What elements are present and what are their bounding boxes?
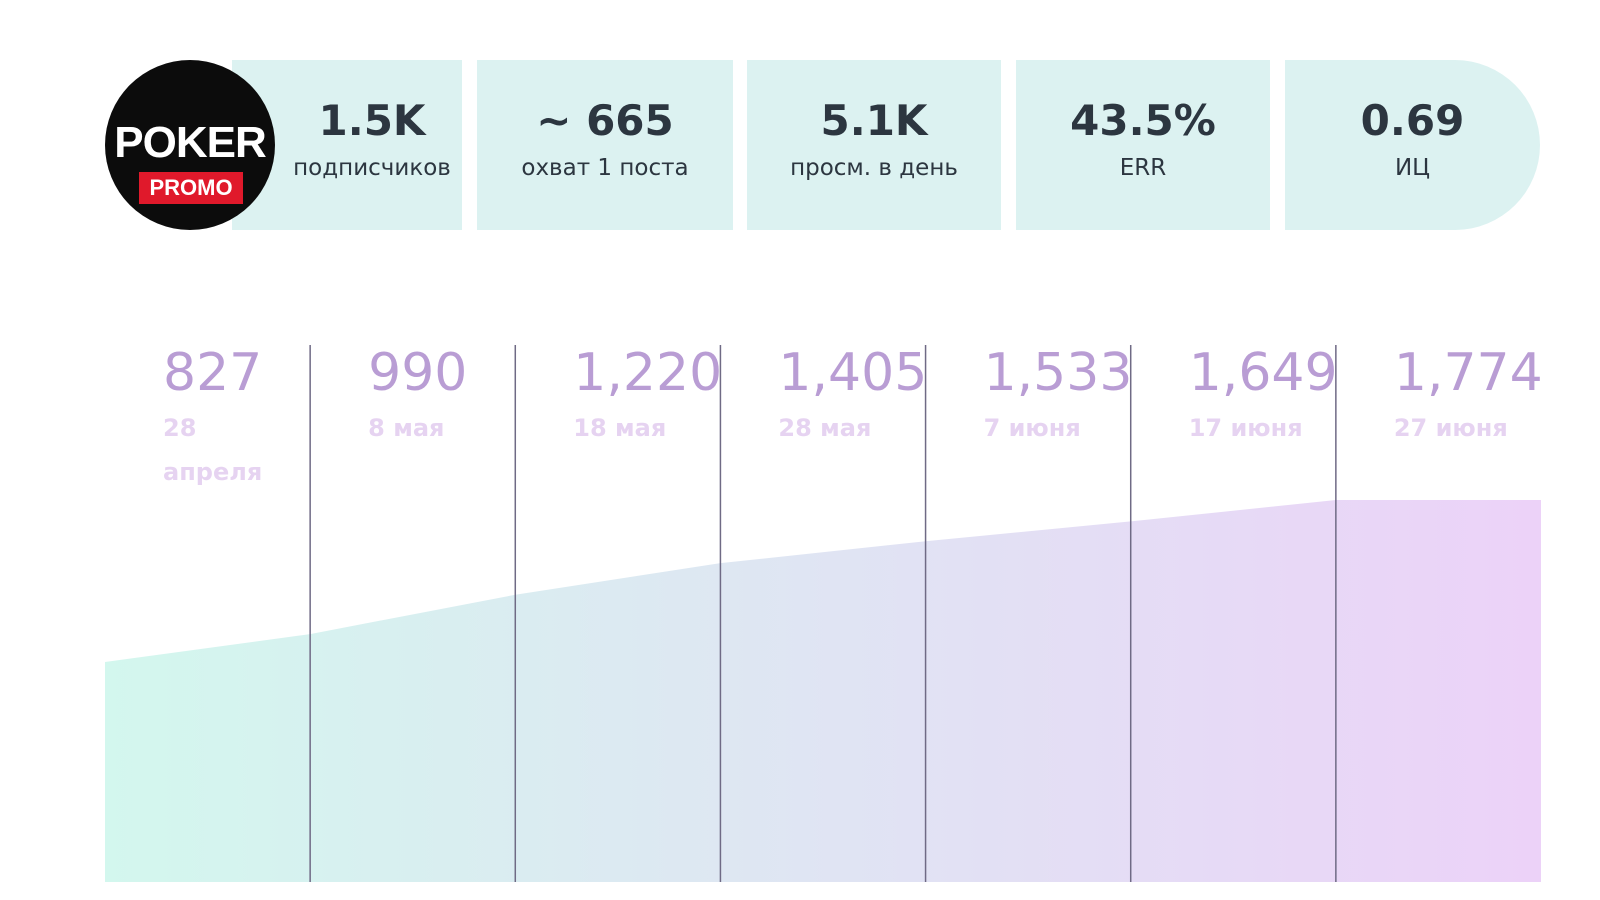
- stat-card: 43.5% ERR: [1016, 60, 1270, 230]
- stat-label: ERR: [1119, 155, 1167, 181]
- value-label: 827: [163, 343, 262, 403]
- date-label: 18 мая: [573, 414, 666, 442]
- logo-badge: PROMO: [139, 172, 243, 204]
- stat-value: 43.5%: [1070, 96, 1216, 145]
- logo-text: POKER: [114, 118, 266, 167]
- value-label: 1,533: [984, 343, 1133, 403]
- date-label: 17 июня: [1189, 414, 1303, 442]
- stat-card: 5.1K просм. в день: [747, 60, 1001, 230]
- stat-value: 5.1K: [820, 96, 928, 145]
- value-label: 1,649: [1189, 343, 1338, 403]
- stat-label: ИЦ: [1394, 155, 1431, 181]
- stat-value: ~ 665: [536, 96, 674, 145]
- stat-value: 1.5K: [318, 96, 426, 145]
- channel-logo: POKER PROMO: [105, 60, 275, 230]
- stat-label: подписчиков: [293, 155, 451, 181]
- date-label: 8 мая: [368, 414, 444, 442]
- value-label: 990: [368, 343, 467, 403]
- value-label: 1,220: [573, 343, 722, 403]
- value-label: 1,405: [778, 343, 927, 403]
- value-label: 1,774: [1394, 343, 1543, 403]
- stat-label: охват 1 поста: [521, 155, 689, 181]
- area: [105, 500, 1541, 882]
- stat-label: просм. в день: [790, 155, 958, 181]
- date-label: 7 июня: [984, 414, 1081, 442]
- date-label: 28 мая: [778, 414, 871, 442]
- stat-card: 0.69 ИЦ: [1285, 60, 1540, 230]
- stat-card: ~ 665 охват 1 поста: [477, 60, 733, 230]
- date-label: 28 апреля: [163, 414, 262, 486]
- stat-value: 0.69: [1360, 96, 1465, 145]
- date-label: 27 июня: [1394, 414, 1508, 442]
